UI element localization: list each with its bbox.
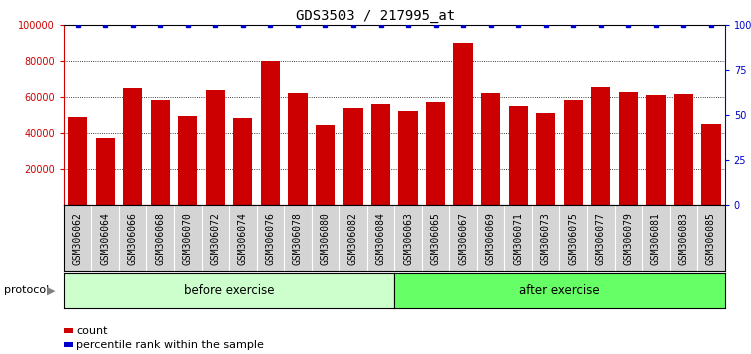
Bar — [591, 87, 611, 205]
Text: GSM306062: GSM306062 — [73, 212, 83, 264]
Text: after exercise: after exercise — [519, 284, 600, 297]
Text: GSM306070: GSM306070 — [182, 212, 193, 264]
Text: protocol: protocol — [4, 285, 49, 295]
Bar — [454, 43, 473, 205]
Bar — [674, 94, 693, 205]
Bar — [508, 106, 528, 205]
Text: GSM306067: GSM306067 — [458, 212, 468, 264]
Bar — [95, 138, 115, 205]
Text: GSM306079: GSM306079 — [623, 212, 633, 264]
Text: GSM306081: GSM306081 — [651, 212, 661, 264]
Text: GSM306071: GSM306071 — [513, 212, 523, 264]
Bar — [619, 92, 638, 205]
Text: GSM306072: GSM306072 — [210, 212, 220, 264]
Bar — [536, 113, 555, 205]
Bar — [206, 90, 225, 205]
Text: count: count — [77, 326, 108, 336]
Bar — [399, 112, 418, 205]
Text: GSM306074: GSM306074 — [238, 212, 248, 264]
Text: GSM306073: GSM306073 — [541, 212, 550, 264]
Text: GSM306064: GSM306064 — [100, 212, 110, 264]
Text: GSM306078: GSM306078 — [293, 212, 303, 264]
Text: GSM306085: GSM306085 — [706, 212, 716, 264]
Text: GSM306076: GSM306076 — [265, 212, 276, 264]
Bar — [234, 118, 252, 205]
Text: GSM306068: GSM306068 — [155, 212, 165, 264]
Text: ▶: ▶ — [47, 285, 55, 295]
Bar — [123, 88, 143, 205]
Bar — [371, 104, 391, 205]
Bar — [343, 108, 363, 205]
Bar — [151, 100, 170, 205]
Text: GSM306080: GSM306080 — [321, 212, 330, 264]
Text: GSM306063: GSM306063 — [403, 212, 413, 264]
Bar — [481, 93, 500, 205]
Bar — [261, 61, 280, 205]
Bar — [426, 102, 445, 205]
Text: GSM306069: GSM306069 — [486, 212, 496, 264]
Bar — [178, 116, 198, 205]
Bar — [563, 100, 583, 205]
Bar — [68, 117, 87, 205]
Text: GSM306066: GSM306066 — [128, 212, 137, 264]
Text: GSM306077: GSM306077 — [596, 212, 606, 264]
Text: GSM306075: GSM306075 — [569, 212, 578, 264]
Text: GSM306083: GSM306083 — [678, 212, 689, 264]
Text: GSM306065: GSM306065 — [430, 212, 441, 264]
Text: percentile rank within the sample: percentile rank within the sample — [77, 340, 264, 350]
Text: before exercise: before exercise — [184, 284, 274, 297]
Bar — [316, 125, 335, 205]
Bar — [701, 124, 721, 205]
Bar — [646, 95, 665, 205]
Text: GSM306082: GSM306082 — [348, 212, 358, 264]
Bar — [288, 93, 308, 205]
Text: GSM306084: GSM306084 — [376, 212, 385, 264]
Text: GDS3503 / 217995_at: GDS3503 / 217995_at — [296, 9, 455, 23]
